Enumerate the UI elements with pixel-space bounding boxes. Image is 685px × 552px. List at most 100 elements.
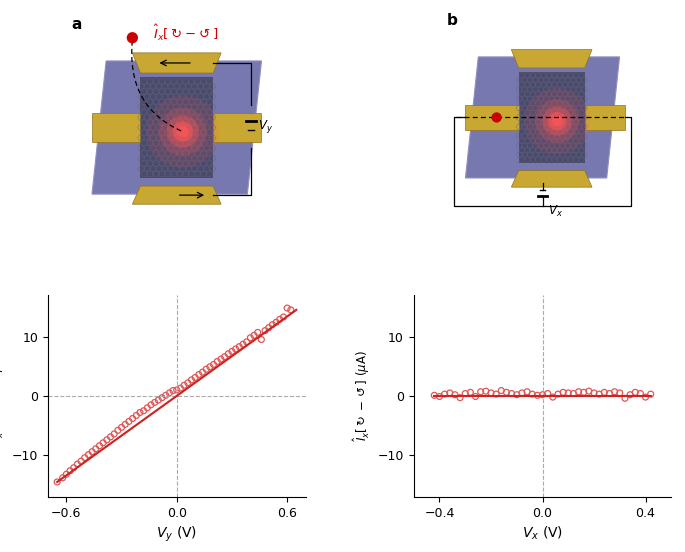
Point xyxy=(625,390,636,399)
Text: b: b xyxy=(447,13,458,28)
Point xyxy=(212,357,223,366)
Polygon shape xyxy=(132,186,221,204)
Point xyxy=(496,386,507,395)
Point xyxy=(267,320,278,329)
Polygon shape xyxy=(466,105,519,130)
Point xyxy=(153,396,164,405)
Point xyxy=(445,389,456,397)
Point xyxy=(480,387,491,396)
Point xyxy=(588,389,599,397)
Circle shape xyxy=(147,95,219,168)
Text: $V_y$: $V_y$ xyxy=(258,118,273,135)
Point xyxy=(475,388,486,396)
Point xyxy=(501,388,512,397)
Point xyxy=(227,347,238,356)
Point xyxy=(120,420,131,429)
Point xyxy=(168,386,179,395)
Y-axis label: $\hat{I}_x[\circlearrowright-\circlearrowleft]$ ($\mu$A): $\hat{I}_x[\circlearrowright-\circlearro… xyxy=(0,351,6,441)
Point xyxy=(131,411,142,420)
Point xyxy=(630,388,640,397)
Polygon shape xyxy=(511,171,592,187)
Point xyxy=(604,389,615,398)
Point xyxy=(208,360,219,369)
Point xyxy=(619,394,630,403)
Point xyxy=(61,470,72,479)
Point xyxy=(249,331,260,340)
Point xyxy=(193,370,204,379)
Point xyxy=(98,438,109,447)
Point xyxy=(219,352,230,361)
Point xyxy=(127,414,138,423)
Point xyxy=(142,404,153,412)
Point xyxy=(197,368,208,376)
Point xyxy=(614,389,625,397)
Point xyxy=(506,389,517,398)
Circle shape xyxy=(524,88,590,154)
Point xyxy=(223,349,234,358)
Text: a: a xyxy=(72,17,82,31)
Circle shape xyxy=(177,126,188,137)
Point xyxy=(537,390,548,399)
Point xyxy=(201,365,212,374)
Point xyxy=(179,381,190,390)
Point xyxy=(175,384,186,392)
Point xyxy=(543,389,553,398)
Point xyxy=(511,390,522,399)
Point xyxy=(434,392,445,401)
Point xyxy=(568,389,579,398)
Circle shape xyxy=(159,107,207,156)
Point xyxy=(68,463,79,472)
Point xyxy=(245,333,256,342)
Bar xyxy=(140,77,213,178)
Point xyxy=(164,389,175,397)
Point xyxy=(527,390,538,399)
Point xyxy=(521,388,532,396)
Point xyxy=(90,444,101,453)
Point xyxy=(558,388,569,397)
Point xyxy=(640,392,651,401)
Point xyxy=(138,406,149,415)
Circle shape xyxy=(127,32,138,44)
Point xyxy=(145,400,156,409)
Circle shape xyxy=(166,115,199,148)
Point xyxy=(204,363,215,371)
Point xyxy=(455,393,466,402)
Polygon shape xyxy=(132,53,221,73)
Circle shape xyxy=(535,99,580,143)
Point xyxy=(64,466,75,475)
Point xyxy=(72,460,83,469)
Point xyxy=(439,390,450,399)
Point xyxy=(516,389,527,397)
Text: $V_x$: $V_x$ xyxy=(548,204,563,219)
Polygon shape xyxy=(511,50,592,68)
Point xyxy=(490,390,501,399)
Circle shape xyxy=(548,112,566,130)
Point xyxy=(105,432,116,441)
Text: $\hat{I}_x[\circlearrowright\!-\!\circlearrowleft]$: $\hat{I}_x[\circlearrowright\!-\!\circle… xyxy=(153,23,219,43)
Point xyxy=(241,337,252,346)
Point xyxy=(238,340,249,349)
Point xyxy=(547,392,558,401)
Point xyxy=(449,390,460,399)
Point xyxy=(116,423,127,432)
Point xyxy=(215,355,226,364)
Point xyxy=(190,373,201,382)
Point xyxy=(282,304,292,312)
Polygon shape xyxy=(466,57,619,178)
Point xyxy=(83,450,94,459)
Point xyxy=(599,388,610,397)
Point xyxy=(101,436,112,444)
Point xyxy=(553,390,564,399)
Polygon shape xyxy=(92,113,140,142)
Point xyxy=(286,305,297,314)
Point xyxy=(460,389,471,398)
Polygon shape xyxy=(92,61,262,194)
Point xyxy=(609,388,620,396)
Point xyxy=(157,393,168,402)
Point xyxy=(234,342,245,351)
Point xyxy=(274,315,285,324)
X-axis label: $V_x$ (V): $V_x$ (V) xyxy=(522,525,563,543)
Point xyxy=(278,312,289,321)
Point xyxy=(271,318,282,327)
Y-axis label: $\hat{I}_x[\circlearrowright-\circlearrowleft]$ ($\mu$A): $\hat{I}_x[\circlearrowright-\circlearro… xyxy=(351,351,372,441)
